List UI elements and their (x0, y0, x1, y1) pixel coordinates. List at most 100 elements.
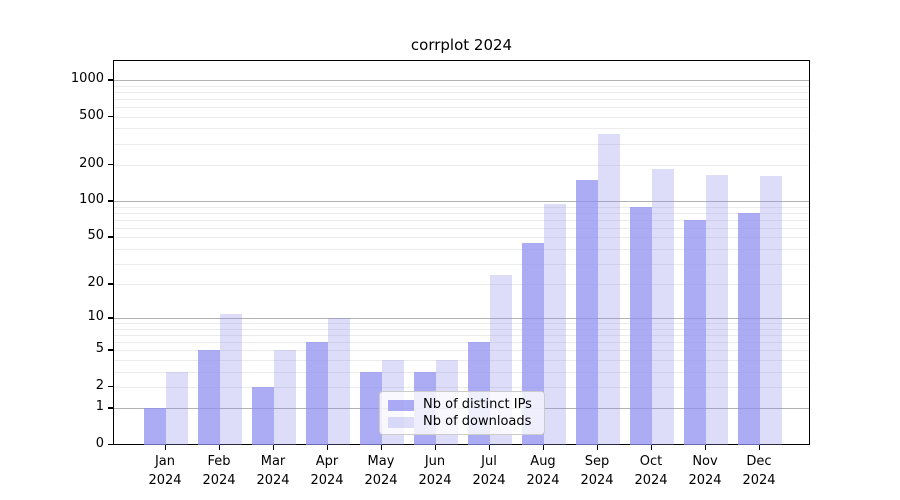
x-tick-year: 2024 (148, 473, 182, 488)
gridline-minor-30 (114, 263, 809, 265)
y-tick-5 (107, 349, 113, 351)
bar-distinct-ips-dec (738, 212, 760, 445)
y-tick-100 (107, 200, 113, 202)
gridline-minor-40 (114, 248, 809, 250)
x-tick-year: 2024 (364, 473, 398, 488)
x-tick-year: 2024 (742, 473, 776, 488)
gridline-minor-9 (114, 323, 809, 325)
gridline-minor-5 (114, 350, 809, 352)
legend-label-downloads: Nb of downloads (423, 414, 532, 429)
bar-downloads-sep (598, 134, 620, 445)
y-tick-label-1: 1 (95, 399, 104, 415)
x-tick-jan (165, 445, 167, 450)
x-tick-feb (219, 445, 221, 450)
x-tick-month: May (367, 454, 395, 469)
x-tick-label-feb: Feb 2024 (192, 452, 246, 490)
x-tick-month: Mar (260, 454, 286, 469)
x-tick-month: Sep (584, 454, 610, 469)
gridline-minor-700 (114, 98, 809, 100)
y-tick-0 (107, 444, 113, 446)
bar-downloads-mar (274, 350, 296, 445)
bar-distinct-ips-nov (684, 219, 706, 445)
x-tick-aug (543, 445, 545, 450)
x-tick-year: 2024 (634, 473, 668, 488)
x-tick-month: Apr (315, 454, 339, 469)
x-tick-month: Jun (424, 454, 446, 469)
x-tick-month: Aug (530, 454, 556, 469)
x-tick-mar (273, 445, 275, 450)
gridline-minor-70 (114, 219, 809, 221)
x-tick-nov (705, 445, 707, 450)
x-tick-oct (651, 445, 653, 450)
gridline-minor-6 (114, 342, 809, 344)
bar-downloads-apr (328, 318, 350, 445)
gridline-minor-60 (114, 227, 809, 229)
x-tick-month: Jul (481, 454, 497, 469)
x-tick-jun (435, 445, 437, 450)
gridline-minor-50 (114, 237, 809, 239)
y-tick-label-1000: 1000 (70, 71, 104, 87)
bar-distinct-ips-feb (198, 350, 220, 445)
y-tick-label-10: 10 (87, 309, 104, 325)
x-tick-year: 2024 (418, 473, 452, 488)
bar-distinct-ips-apr (306, 342, 328, 445)
x-tick-label-may: May 2024 (354, 452, 408, 490)
bar-distinct-ips-oct (630, 206, 652, 445)
gridline-major-1000 (114, 80, 809, 82)
x-tick-label-jul: Jul 2024 (462, 452, 516, 490)
x-tick-label-apr: Apr 2024 (300, 452, 354, 490)
gridline-major-100 (114, 201, 809, 203)
legend-label-distinct-ips: Nb of distinct IPs (423, 397, 532, 412)
x-tick-year: 2024 (202, 473, 236, 488)
gridline-minor-200 (114, 164, 809, 166)
y-tick-1 (107, 407, 113, 409)
bar-distinct-ips-mar (252, 386, 274, 445)
y-tick-200 (107, 163, 113, 166)
y-tick-2 (107, 385, 113, 388)
gridline-minor-80 (114, 212, 809, 214)
bar-downloads-feb (220, 313, 242, 445)
gridline-major-10 (114, 318, 809, 320)
x-tick-label-mar: Mar 2024 (246, 452, 300, 490)
y-tick-50 (107, 236, 113, 238)
y-tick-20 (107, 283, 113, 285)
x-tick-month: Oct (639, 454, 663, 469)
gridline-minor-300 (114, 143, 809, 145)
y-tick-label-5: 5 (95, 341, 104, 357)
x-tick-year: 2024 (526, 473, 560, 488)
y-tick-500 (107, 115, 113, 118)
bar-downloads-aug (544, 203, 566, 445)
x-tick-jul (489, 445, 491, 450)
x-tick-label-oct: Oct 2024 (624, 452, 678, 490)
x-tick-month: Feb (207, 454, 231, 469)
legend-swatch-distinct-ips (388, 399, 414, 411)
plot-area (113, 60, 810, 445)
bar-downloads-nov (706, 175, 728, 445)
x-tick-apr (327, 445, 329, 450)
bar-downloads-jan (166, 371, 188, 445)
gridline-minor-900 (114, 85, 809, 87)
legend: Nb of distinct IPs Nb of downloads (379, 391, 545, 435)
x-tick-year: 2024 (688, 473, 722, 488)
x-tick-label-sep: Sep 2024 (570, 452, 624, 490)
y-tick-10 (107, 317, 113, 319)
gridline-minor-800 (114, 91, 809, 93)
x-tick-label-dec: Dec 2024 (732, 452, 786, 490)
x-tick-year: 2024 (580, 473, 614, 488)
x-tick-year: 2024 (472, 473, 506, 488)
y-tick-label-0: 0 (95, 436, 104, 451)
x-tick-may (381, 445, 383, 450)
gridline-minor-4 (114, 360, 809, 361)
gridline-minor-8 (114, 328, 809, 330)
y-tick-label-100: 100 (79, 192, 104, 208)
gridline-minor-600 (114, 107, 809, 109)
gridline-minor-500 (114, 116, 809, 118)
y-tick-label-200: 200 (79, 155, 104, 171)
x-tick-year: 2024 (310, 473, 344, 488)
legend-item-downloads: Nb of downloads (388, 415, 536, 429)
bar-distinct-ips-jan (144, 408, 166, 445)
bar-distinct-ips-may (360, 371, 382, 445)
bar-downloads-dec (760, 175, 782, 445)
bar-downloads-oct (652, 169, 674, 445)
